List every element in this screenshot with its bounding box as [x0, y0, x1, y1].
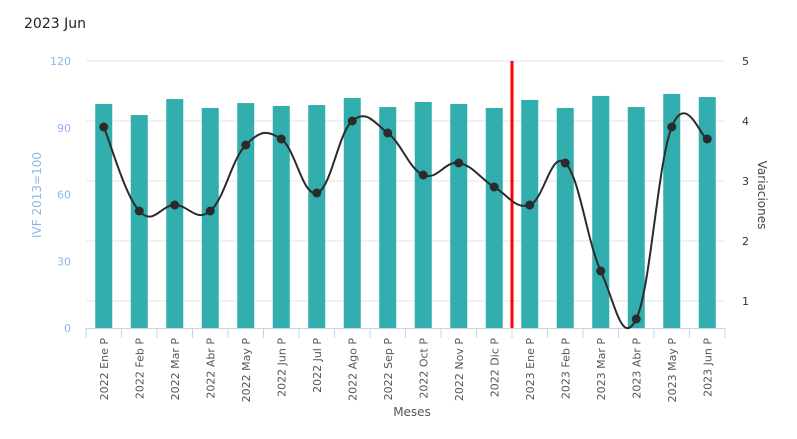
x-tick-label: 2022 Mar P: [169, 338, 182, 401]
line-point: [702, 134, 712, 144]
bar: [698, 97, 716, 328]
x-tick-label: 2022 Oct P: [417, 338, 430, 399]
variation-line: [102, 112, 708, 329]
bar: [414, 101, 432, 328]
line-point: [99, 122, 109, 132]
bar: [130, 115, 148, 328]
right-tick-label: 5: [742, 55, 749, 68]
left-axis-title: IVF 2013=100: [30, 152, 44, 238]
x-tick-label: 2022 Jun P: [275, 338, 288, 397]
bar: [237, 103, 255, 329]
line-point: [312, 188, 322, 198]
bar: [556, 107, 574, 328]
bar: [521, 99, 539, 328]
left-tick-label: 0: [64, 322, 71, 335]
x-tick-label: 2022 Abr P: [204, 338, 217, 399]
x-tick-label: 2023 Feb P: [559, 338, 572, 399]
right-tick-label: 4: [742, 115, 749, 128]
x-axis-title: Meses: [393, 405, 431, 419]
line-point: [418, 170, 428, 180]
line-point: [631, 314, 641, 324]
line-point: [596, 266, 606, 276]
x-tick-label: 2022 Sep P: [382, 338, 395, 401]
bar: [485, 107, 503, 328]
right-tick-label: 2: [742, 235, 749, 248]
bar: [95, 103, 113, 328]
x-tick-label: 2022 Dic P: [488, 338, 501, 398]
bar: [343, 97, 361, 328]
bar: [166, 99, 184, 328]
bar: [379, 107, 397, 329]
right-tick-label: 3: [742, 175, 749, 188]
bar: [663, 93, 681, 329]
x-tick-label: 2022 Nov P: [453, 338, 466, 401]
bar: [201, 107, 219, 328]
bar: [450, 103, 468, 328]
left-tick-label: 60: [57, 189, 71, 202]
line-point: [205, 206, 215, 216]
line-point: [134, 206, 144, 216]
x-tick-label: 2022 Ene P: [98, 338, 111, 401]
line-point: [454, 158, 464, 168]
x-tick-label: 2023 May P: [666, 338, 679, 403]
line-point: [560, 158, 570, 168]
bar: [592, 95, 610, 329]
right-axis-title: Variaciones: [755, 161, 769, 230]
line-point: [276, 134, 286, 144]
line-point: [347, 116, 357, 126]
x-tick-label: 2022 May P: [240, 338, 253, 403]
line-point: [489, 182, 499, 192]
x-tick-label: 2023 Abr P: [630, 338, 643, 399]
x-tick-label: 2023 Ene P: [524, 338, 537, 401]
line-point: [667, 122, 677, 132]
left-tick-label: 30: [57, 255, 71, 268]
left-tick-label: 90: [57, 122, 71, 135]
line-point: [241, 140, 251, 150]
bar: [308, 105, 326, 329]
line-point: [170, 200, 180, 210]
line-point: [525, 200, 535, 210]
left-tick-label: 120: [50, 55, 71, 68]
x-tick-label: 2023 Jun P: [701, 338, 714, 397]
x-tick-label: 2022 Jul P: [311, 338, 324, 393]
x-tick-label: 2023 Mar P: [595, 338, 608, 401]
line-point: [383, 128, 393, 138]
x-tick-label: 2022 Ago P: [346, 338, 359, 401]
chart-title: 2023 Jun: [24, 16, 86, 32]
x-tick-label: 2022 Feb P: [133, 338, 146, 399]
bar: [627, 107, 645, 329]
right-tick-label: 1: [742, 295, 749, 308]
bar: [272, 105, 290, 328]
